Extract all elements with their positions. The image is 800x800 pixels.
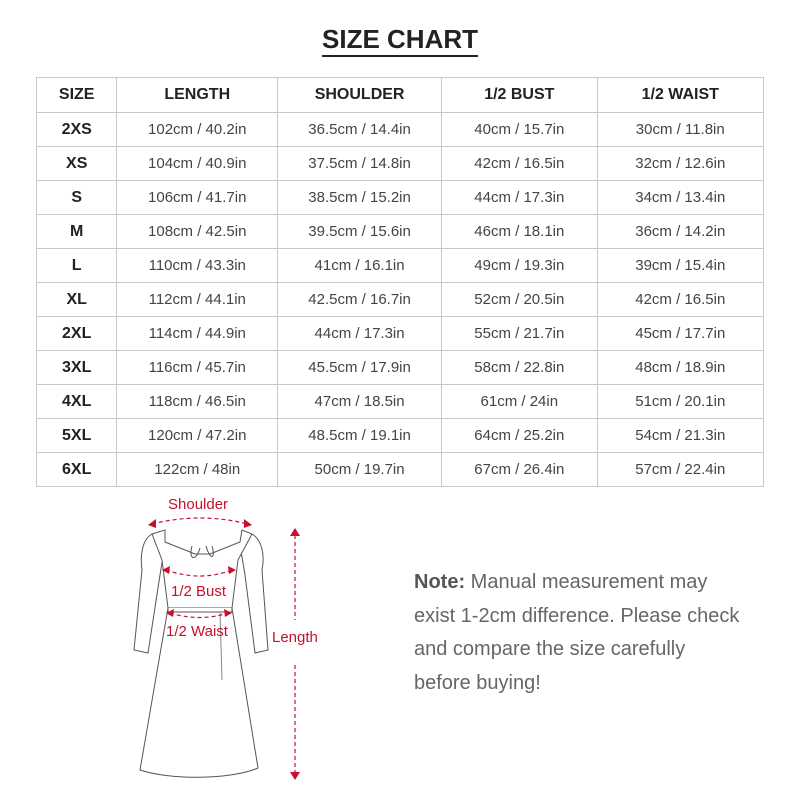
size-cell: 3XL <box>35 350 118 385</box>
shoulder-label: Shoulder <box>168 496 229 513</box>
measurement-cell: 32cm / 12.6in <box>596 146 765 181</box>
measurement-cell: 51cm / 20.1in <box>596 384 765 419</box>
measurement-cell: 58cm / 22.8in <box>441 350 598 385</box>
measurement-cell: 36.5cm / 14.4in <box>277 112 443 147</box>
measurement-cell: 45cm / 17.7in <box>596 316 765 351</box>
measurement-cell: 44cm / 17.3in <box>441 180 598 215</box>
measurement-cell: 52cm / 20.5in <box>441 282 598 317</box>
measurement-cell: 39cm / 15.4in <box>596 248 765 283</box>
table-row: XL 112cm / 44.1in 42.5cm / 16.7in 52cm / 20… <box>35 282 765 317</box>
measurement-cell: 49cm / 19.3in <box>441 248 598 283</box>
size-cell: 6XL <box>35 452 118 487</box>
measurement-cell: 30cm / 11.8in <box>596 112 765 147</box>
measurement-cell: 102cm / 40.2in <box>116 112 279 147</box>
measurement-cell: 104cm / 40.9in <box>116 146 279 181</box>
size-cell: XS <box>35 146 118 181</box>
table-row: XS 104cm / 40.9in 37.5cm / 14.8in 42cm / 16… <box>35 146 765 181</box>
measurement-cell: 108cm / 42.5in <box>116 214 279 249</box>
measurement-cell: 120cm / 47.2in <box>116 418 279 453</box>
table-row: S 106cm / 41.7in 38.5cm / 15.2in 44cm / 17.… <box>35 180 765 215</box>
column-header: 1/2 WAIST <box>596 77 765 113</box>
measurement-cell: 39.5cm / 15.6in <box>277 214 443 249</box>
page-title: SIZE CHART <box>0 24 800 57</box>
table-row: 2XS 102cm / 40.2in 36.5cm / 14.4in 40cm / 1… <box>35 112 765 147</box>
dress-diagram: Shoulder 1/2 Bust 1/2 Waist Length <box>120 490 330 795</box>
dress-illustration <box>133 517 300 780</box>
measurement-cell: 46cm / 18.1in <box>441 214 598 249</box>
measurement-cell: 64cm / 25.2in <box>441 418 598 453</box>
measurement-cell: 44cm / 17.3in <box>277 316 443 351</box>
table-row: 5XL 120cm / 47.2in 48.5cm / 19.1in 64cm / 2… <box>35 418 765 453</box>
measurement-cell: 61cm / 24in <box>441 384 598 419</box>
waist-label: 1/2 Waist <box>166 623 228 640</box>
measurement-cell: 37.5cm / 14.8in <box>277 146 443 181</box>
measurement-cell: 42.5cm / 16.7in <box>277 282 443 317</box>
measurement-cell: 67cm / 26.4in <box>441 452 598 487</box>
table-row: 6XL 122cm / 48in 50cm / 19.7in 67cm / 26.4i… <box>35 452 765 487</box>
measurement-cell: 40cm / 15.7in <box>441 112 598 147</box>
column-header: LENGTH <box>116 77 279 113</box>
size-cell: 4XL <box>35 384 118 419</box>
table-row: M 108cm / 42.5in 39.5cm / 15.6in 46cm / 18.… <box>35 214 765 249</box>
measurement-cell: 47cm / 18.5in <box>277 384 443 419</box>
size-cell: S <box>35 180 118 215</box>
size-cell: L <box>35 248 118 283</box>
table-row: L 110cm / 43.3in 41cm / 16.1in 49cm / 19.3i… <box>35 248 765 283</box>
measurement-cell: 34cm / 13.4in <box>596 180 765 215</box>
table-header-row: SIZE LENGTH SHOULDER 1/2 BUST 1/2 WAIST <box>35 77 765 113</box>
measurement-cell: 45.5cm / 17.9in <box>277 350 443 385</box>
table-row: 3XL 116cm / 45.7in 45.5cm / 17.9in 58cm / 2… <box>35 350 765 385</box>
measurement-cell: 116cm / 45.7in <box>116 350 279 385</box>
size-cell: 5XL <box>35 418 118 453</box>
measurement-cell: 114cm / 44.9in <box>116 316 279 351</box>
measurement-cell: 54cm / 21.3in <box>596 418 765 453</box>
bust-label: 1/2 Bust <box>171 583 227 600</box>
measurement-cell: 55cm / 21.7in <box>441 316 598 351</box>
measurement-cell: 57cm / 22.4in <box>596 452 765 487</box>
measurement-cell: 42cm / 16.5in <box>596 282 765 317</box>
measurement-cell: 38.5cm / 15.2in <box>277 180 443 215</box>
length-label: Length <box>272 629 318 646</box>
table-row: 4XL 118cm / 46.5in 47cm / 18.5in 61cm / 24i… <box>35 384 765 419</box>
size-cell: 2XS <box>35 112 118 147</box>
size-cell: 2XL <box>35 316 118 351</box>
measurement-cell: 41cm / 16.1in <box>277 248 443 283</box>
measurement-cell: 106cm / 41.7in <box>116 180 279 215</box>
measurement-cell: 50cm / 19.7in <box>277 452 443 487</box>
table-row: 2XL 114cm / 44.9in 44cm / 17.3in 55cm / 21.… <box>35 316 765 351</box>
measurement-cell: 122cm / 48in <box>116 452 279 487</box>
measurement-cell: 48.5cm / 19.1in <box>277 418 443 453</box>
measurement-cell: 112cm / 44.1in <box>116 282 279 317</box>
measurement-cell: 118cm / 46.5in <box>116 384 279 419</box>
measurement-cell: 110cm / 43.3in <box>116 248 279 283</box>
column-header: 1/2 BUST <box>441 77 598 113</box>
measurement-cell: 36cm / 14.2in <box>596 214 765 249</box>
measurement-cell: 48cm / 18.9in <box>596 350 765 385</box>
size-cell: M <box>35 214 118 249</box>
column-header: SHOULDER <box>277 77 443 113</box>
column-header: SIZE <box>35 77 118 113</box>
note-text: Note: Manual measurement may exist 1-2cm… <box>414 571 740 694</box>
measurement-cell: 42cm / 16.5in <box>441 146 598 181</box>
size-cell: XL <box>35 282 118 317</box>
size-table: SIZE LENGTH SHOULDER 1/2 BUST 1/2 WAIST 2XS 1… <box>35 77 765 487</box>
